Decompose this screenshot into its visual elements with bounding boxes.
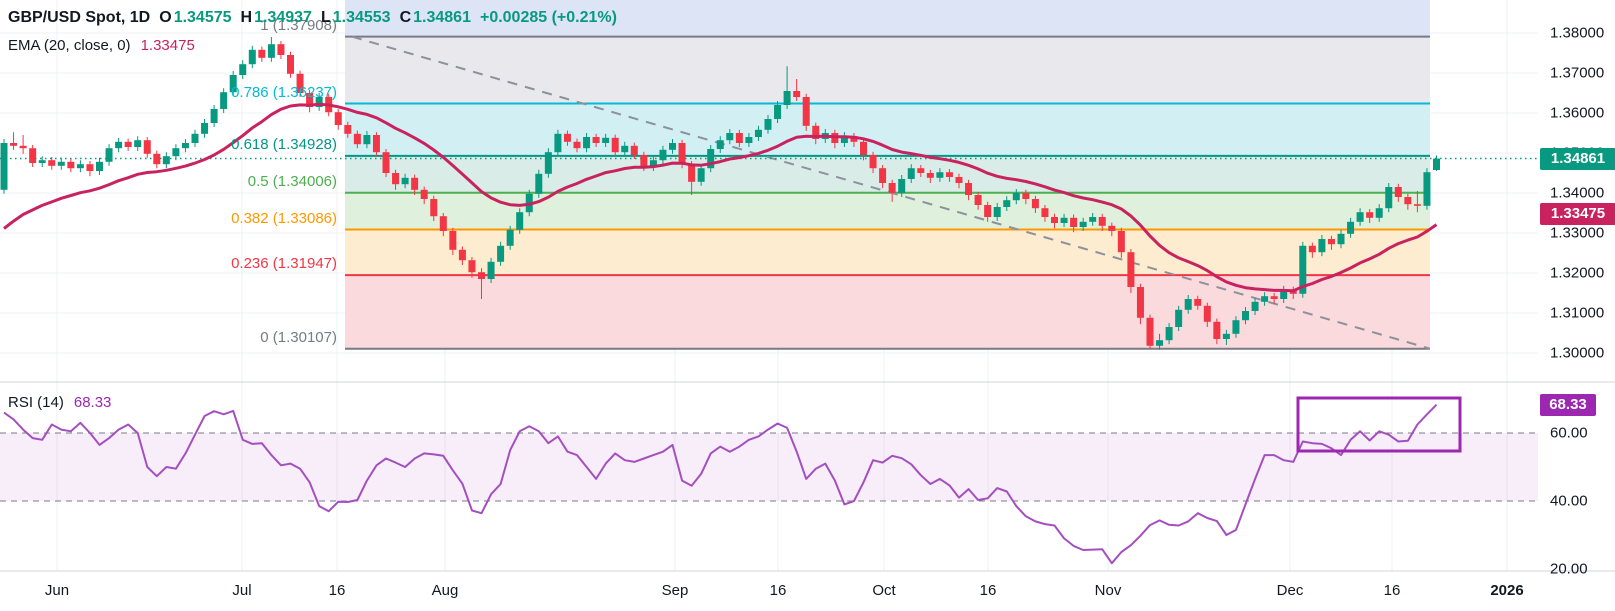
ema-legend[interactable]: EMA (20, close, 0) 1.33475 (8, 37, 195, 54)
price-axis-tick: 1.36000 (1550, 104, 1605, 122)
ema-label: EMA (20, close, 0) (8, 37, 131, 54)
high-value: 1.34937 (254, 9, 312, 26)
price-axis-tick: 1.37000 (1550, 64, 1605, 82)
rsi-axis-tick: 20.00 (1550, 560, 1588, 578)
time-axis-label: 16 (1383, 582, 1401, 599)
time-axis-label: 16 (769, 582, 787, 599)
fib-level-label: 0.236 (1.31947) (231, 255, 337, 273)
fib-level-label: 0.618 (1.34928) (231, 135, 337, 153)
price-axis-tick: 1.33000 (1550, 224, 1605, 242)
change-value: +0.00285 (+0.21%) (479, 9, 617, 26)
rsi-highlight-rectangle[interactable] (1296, 396, 1462, 453)
close-label: C (399, 9, 412, 26)
candlestick-series (0, 37, 1440, 350)
time-axis-label: 16 (328, 582, 346, 599)
price-axis-tick: 1.30000 (1550, 344, 1605, 362)
open-label: O (159, 9, 172, 26)
price-legend: GBP/USD Spot, 1D O 1.34575 H 1.34937 L 1.34… (8, 9, 617, 27)
time-axis-label: Jul (232, 582, 252, 599)
last-price-badge[interactable]: 1.34861 (1540, 147, 1615, 170)
close-value: 1.34861 (413, 9, 471, 26)
rsi-axis-tick: 40.00 (1550, 492, 1588, 510)
rsi-label: RSI (14) (8, 394, 64, 411)
high-label: H (240, 9, 253, 26)
rsi-axis-tick: 60.00 (1550, 424, 1588, 442)
rsi-legend[interactable]: RSI (14) 68.33 (8, 394, 111, 411)
rsi-value-badge[interactable]: 68.33 (1540, 393, 1596, 416)
rsi-pane (0, 396, 1538, 565)
ema-price-badge[interactable]: 1.33475 (1540, 203, 1615, 225)
fib-level-label: 0.382 (1.33086) (231, 209, 337, 227)
fib-level-label: 0.786 (1.36237) (231, 83, 337, 101)
fib-level-label: 0.5 (1.34006) (247, 172, 337, 190)
low-label: L (320, 9, 331, 26)
ohlc-close: C 1.34861 (400, 9, 471, 27)
time-axis-label: Aug (431, 582, 459, 599)
time-axis-label: Jun (44, 582, 70, 599)
ema-value: 1.33475 (140, 37, 195, 54)
ema-line (3, 102, 1438, 293)
rsi-value: 68.33 (73, 394, 112, 411)
ohlc-open: O 1.34575 (159, 9, 231, 27)
open-value: 1.34575 (173, 9, 232, 26)
time-axis-label: Sep (661, 582, 689, 599)
time-axis-label: 16 (979, 582, 997, 599)
fib-level-label: 1 (1.37908) (260, 16, 337, 34)
price-axis-tick: 1.38000 (1550, 24, 1605, 42)
price-axis-tick: 1.34000 (1550, 184, 1605, 202)
price-axis-tick: 1.32000 (1550, 264, 1605, 282)
time-axis-label: 2026 (1490, 582, 1524, 599)
time-axis-label: Dec (1276, 582, 1304, 599)
ohlc-high: H 1.34937 (241, 9, 312, 27)
low-value: 1.34553 (332, 9, 391, 26)
fib-level-label: 0 (1.30107) (260, 328, 337, 346)
price-axis-tick: 1.31000 (1550, 304, 1605, 322)
ohlc-low: L 1.34553 (321, 9, 391, 27)
time-axis-label: Nov (1094, 582, 1122, 599)
time-axis-label: Oct (872, 582, 896, 599)
symbol-title[interactable]: GBP/USD Spot, 1D (8, 9, 151, 26)
rsi-line (3, 403, 1438, 565)
